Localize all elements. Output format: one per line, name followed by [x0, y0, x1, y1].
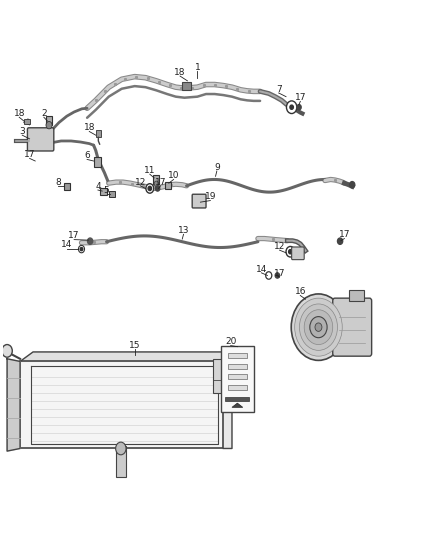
Text: 14: 14 [256, 265, 267, 273]
Text: 18: 18 [84, 123, 95, 132]
Circle shape [297, 104, 301, 110]
Bar [226, 397, 249, 401]
Text: 17: 17 [155, 177, 166, 187]
Bar [96, 130, 100, 138]
FancyBboxPatch shape [333, 298, 372, 356]
Circle shape [2, 344, 12, 357]
Circle shape [146, 184, 154, 193]
Bar [64, 183, 70, 190]
Bar [349, 290, 364, 301]
Polygon shape [232, 403, 243, 407]
Text: 5: 5 [104, 185, 110, 195]
Circle shape [290, 105, 293, 109]
Text: 17: 17 [274, 269, 285, 278]
Bar [228, 364, 247, 369]
Circle shape [154, 181, 159, 187]
Bar [228, 353, 247, 358]
FancyBboxPatch shape [192, 194, 206, 208]
Circle shape [315, 323, 322, 332]
FancyBboxPatch shape [28, 128, 54, 151]
Text: 18: 18 [174, 68, 186, 77]
Bar [166, 182, 170, 190]
Text: 7: 7 [276, 85, 282, 94]
Polygon shape [20, 352, 232, 361]
Circle shape [295, 298, 342, 356]
Circle shape [350, 182, 355, 188]
Polygon shape [20, 361, 223, 448]
Text: 17: 17 [68, 231, 80, 240]
Text: 18: 18 [14, 109, 25, 118]
Text: 12: 12 [274, 242, 285, 251]
Circle shape [148, 187, 152, 191]
Bar [228, 374, 247, 379]
Bar [46, 116, 52, 125]
Polygon shape [7, 359, 20, 451]
Text: 11: 11 [144, 166, 155, 175]
Text: 4: 4 [95, 182, 101, 191]
Text: 13: 13 [178, 226, 189, 235]
Bar [182, 82, 191, 90]
Circle shape [275, 273, 279, 278]
Text: 16: 16 [294, 287, 306, 296]
Circle shape [338, 238, 343, 244]
Circle shape [289, 249, 292, 254]
Text: 17: 17 [294, 93, 306, 102]
Circle shape [300, 304, 338, 350]
Text: 2: 2 [41, 109, 47, 118]
Bar [153, 175, 159, 184]
Text: 17: 17 [24, 150, 35, 159]
Circle shape [88, 238, 93, 244]
Circle shape [46, 122, 52, 129]
Bar [94, 157, 100, 167]
Bar [25, 119, 30, 124]
Circle shape [286, 246, 295, 257]
Text: 19: 19 [205, 192, 216, 201]
FancyBboxPatch shape [292, 247, 304, 260]
Text: 8: 8 [55, 177, 61, 187]
Text: 15: 15 [129, 341, 141, 350]
Circle shape [116, 442, 126, 455]
Circle shape [291, 294, 346, 360]
Text: 3: 3 [19, 127, 25, 136]
Circle shape [155, 186, 160, 191]
Text: 14: 14 [61, 240, 72, 249]
Text: 12: 12 [134, 177, 146, 187]
Text: 20: 20 [225, 337, 237, 346]
Circle shape [286, 101, 297, 114]
Bar [228, 385, 247, 390]
Bar [213, 359, 233, 393]
Text: 1: 1 [194, 63, 200, 72]
Text: 17: 17 [339, 230, 350, 239]
Circle shape [78, 245, 85, 253]
Text: 9: 9 [214, 163, 220, 172]
Circle shape [304, 310, 333, 344]
Text: 6: 6 [84, 151, 90, 160]
Circle shape [80, 247, 83, 251]
Circle shape [266, 272, 272, 279]
Bar [100, 188, 107, 195]
Circle shape [266, 272, 272, 279]
Polygon shape [223, 352, 232, 448]
Bar [109, 191, 115, 197]
Bar [221, 345, 254, 411]
Text: 10: 10 [168, 171, 179, 180]
Circle shape [310, 317, 327, 338]
Bar [116, 446, 126, 478]
